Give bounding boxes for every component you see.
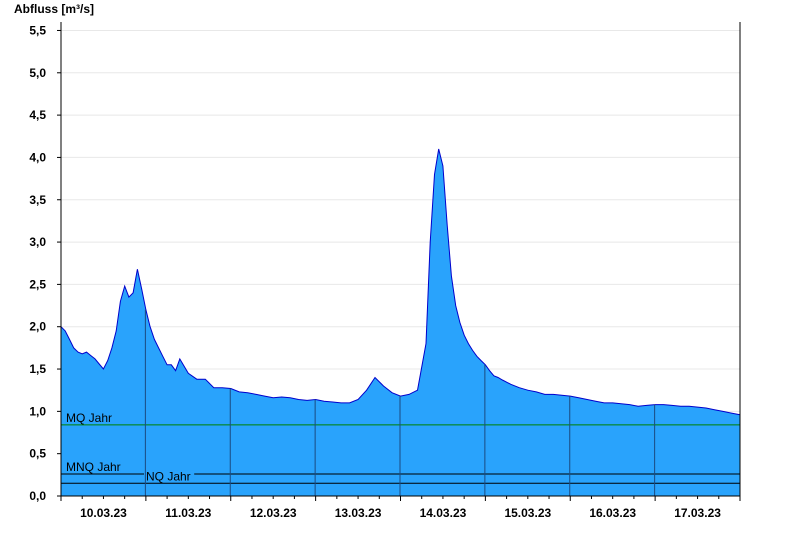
y-tick-label: 3,5 [29, 193, 46, 207]
y-tick-label: 0,5 [29, 447, 46, 461]
ref-label-mq-jahr: MQ Jahr [66, 411, 112, 425]
y-axis-ticks: 0,0 0,5 1,0 1,5 2,0 2,5 3,0 3,5 4,0 4,5 5,0 5,5 [29, 23, 61, 503]
ref-label-mnq-jahr: MNQ Jahr [66, 460, 121, 474]
x-tick-label: 13.03.23 [335, 506, 382, 520]
x-tick-label: 14.03.23 [420, 506, 467, 520]
x-tick-label: 10.03.23 [80, 506, 127, 520]
x-axis-ticks: 10.03.23 11.03.23 12.03.23 13.03.23 14.03.23… [60, 496, 741, 520]
y-axis-title: Abfluss [m³/s] [14, 2, 94, 16]
x-tick-label: 16.03.23 [589, 506, 636, 520]
y-tick-label: 5,5 [29, 23, 46, 37]
discharge-line [60, 148, 741, 416]
x-tick-label: 17.03.23 [674, 506, 721, 520]
y-tick-label: 5,0 [29, 66, 46, 80]
x-tick-label: 12.03.23 [250, 506, 297, 520]
y-tick-label: 0,0 [29, 489, 46, 503]
y-tick-label: 2,0 [29, 320, 46, 334]
y-tick-label: 2,5 [29, 277, 46, 291]
y-tick-label: 3,0 [29, 235, 46, 249]
x-tick-label: 15.03.23 [504, 506, 551, 520]
ref-label-nq-jahr: NQ Jahr [146, 469, 191, 483]
x-tick-label: 11.03.23 [165, 506, 211, 520]
y-tick-label: 4,5 [29, 108, 46, 122]
ref-label-bg [64, 460, 121, 473]
ref-label-bg [144, 470, 195, 483]
y-tick-label: 1,0 [29, 404, 46, 418]
y-tick-label: 4,0 [29, 150, 46, 164]
day-divider-lines [144, 309, 656, 496]
ref-label-bg [64, 411, 115, 424]
y-tick-label: 1,5 [29, 362, 46, 376]
